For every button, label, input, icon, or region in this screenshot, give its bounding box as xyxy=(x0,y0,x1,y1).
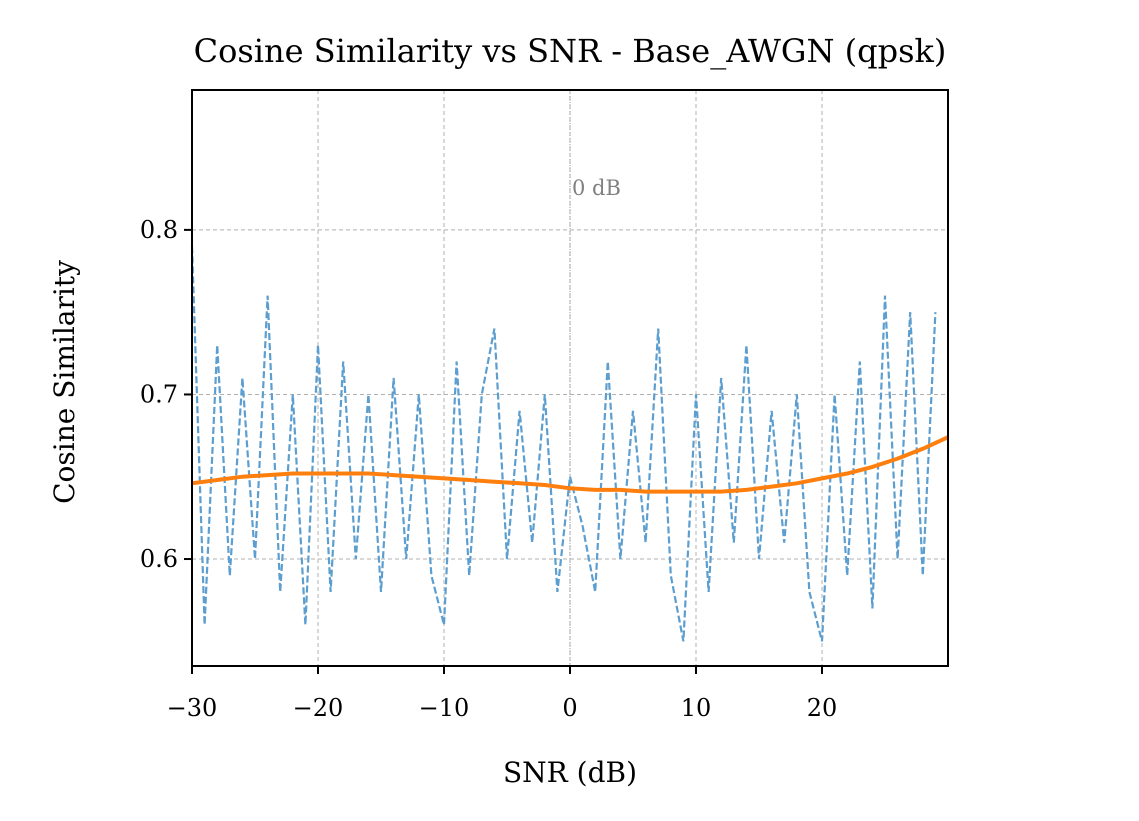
y-axis-label: Cosine Similarity xyxy=(48,260,81,504)
x-tick-label: −30 xyxy=(167,694,218,722)
x-tick-label: 20 xyxy=(807,694,838,722)
y-tick-label: 0.7 xyxy=(140,380,178,408)
x-tick-label: 10 xyxy=(681,694,712,722)
x-tick-label: −10 xyxy=(419,694,470,722)
y-tick-label: 0.6 xyxy=(140,545,178,573)
annotation-0db: 0 dB xyxy=(572,176,621,200)
series-layer xyxy=(190,246,949,642)
ticks: −30 −20 −10 0 10 20 0.6 0.7 0.8 xyxy=(140,216,837,722)
x-axis-label: SNR (dB) xyxy=(503,756,637,789)
trend-series-line xyxy=(191,435,949,494)
y-tick-label: 0.8 xyxy=(140,216,178,244)
raw-series-line xyxy=(190,246,937,642)
chart-title: Cosine Similarity vs SNR - Base_AWGN (qp… xyxy=(194,32,947,70)
x-tick-label: 0 xyxy=(562,694,577,722)
x-tick-label: −20 xyxy=(293,694,344,722)
